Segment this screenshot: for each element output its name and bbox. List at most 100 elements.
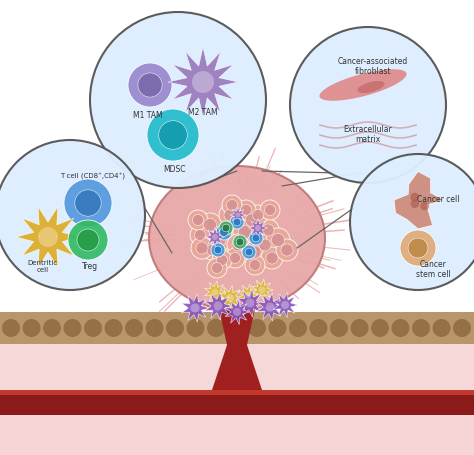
Circle shape (453, 319, 471, 337)
Circle shape (249, 246, 261, 258)
Circle shape (245, 292, 252, 298)
Circle shape (236, 212, 240, 217)
Polygon shape (182, 294, 210, 322)
Circle shape (207, 244, 218, 256)
Circle shape (249, 231, 263, 245)
Circle shape (211, 288, 219, 295)
Polygon shape (248, 218, 268, 238)
Circle shape (0, 140, 145, 290)
Polygon shape (205, 228, 225, 247)
Polygon shape (394, 172, 443, 229)
Circle shape (240, 204, 252, 216)
Circle shape (248, 205, 268, 225)
Circle shape (260, 200, 280, 220)
Circle shape (242, 245, 256, 259)
Circle shape (244, 241, 266, 263)
Circle shape (248, 319, 266, 337)
Circle shape (432, 319, 450, 337)
Circle shape (255, 225, 261, 231)
Circle shape (213, 302, 222, 310)
Circle shape (222, 195, 242, 215)
Circle shape (238, 225, 252, 238)
Bar (0, 312, 474, 344)
Text: Treg: Treg (82, 262, 98, 271)
Circle shape (236, 200, 256, 220)
Polygon shape (237, 284, 259, 306)
Circle shape (166, 319, 184, 337)
Circle shape (257, 219, 279, 241)
Bar (0, 415, 474, 455)
Circle shape (214, 234, 226, 246)
Circle shape (212, 250, 232, 270)
Circle shape (219, 228, 228, 237)
Circle shape (147, 109, 199, 161)
Circle shape (90, 12, 266, 188)
Circle shape (211, 243, 225, 257)
Circle shape (350, 319, 368, 337)
Circle shape (410, 193, 419, 202)
Circle shape (212, 234, 218, 240)
Text: Dentritic
cell: Dentritic cell (28, 260, 58, 273)
Circle shape (192, 214, 203, 226)
Circle shape (330, 319, 348, 337)
Circle shape (75, 190, 101, 216)
Circle shape (400, 230, 436, 266)
Circle shape (408, 238, 428, 258)
Circle shape (281, 301, 289, 309)
Circle shape (261, 247, 283, 269)
Circle shape (272, 233, 284, 247)
Circle shape (2, 319, 20, 337)
Circle shape (227, 234, 249, 256)
Polygon shape (252, 279, 273, 301)
Circle shape (38, 227, 58, 247)
Circle shape (64, 179, 112, 227)
Circle shape (198, 213, 222, 237)
Circle shape (258, 287, 265, 293)
Circle shape (224, 209, 236, 221)
Polygon shape (204, 281, 226, 303)
Circle shape (264, 204, 275, 216)
Circle shape (240, 208, 264, 232)
Polygon shape (212, 300, 262, 390)
Text: M1 TAM: M1 TAM (133, 111, 163, 120)
Circle shape (233, 218, 241, 226)
Circle shape (196, 242, 208, 254)
Circle shape (281, 244, 293, 256)
Circle shape (222, 224, 230, 232)
Ellipse shape (319, 69, 407, 101)
Circle shape (186, 319, 204, 337)
Polygon shape (256, 293, 284, 321)
Circle shape (268, 319, 286, 337)
Circle shape (211, 263, 222, 273)
Circle shape (219, 204, 241, 226)
Circle shape (254, 234, 276, 256)
Polygon shape (273, 293, 298, 318)
Circle shape (233, 308, 241, 316)
Circle shape (128, 63, 172, 107)
Circle shape (190, 225, 210, 245)
Circle shape (226, 294, 234, 302)
Circle shape (233, 235, 247, 249)
Text: Extracellular
matrix: Extracellular matrix (344, 125, 392, 144)
Circle shape (228, 319, 246, 337)
Polygon shape (225, 299, 250, 324)
Circle shape (43, 319, 61, 337)
Circle shape (412, 319, 430, 337)
Circle shape (246, 298, 255, 308)
Circle shape (410, 199, 419, 208)
Circle shape (68, 220, 108, 260)
Circle shape (214, 246, 222, 254)
Circle shape (249, 259, 261, 271)
Circle shape (138, 73, 162, 97)
Circle shape (191, 237, 213, 259)
Text: T cell (CD8⁺,CD4⁺): T cell (CD8⁺,CD4⁺) (61, 173, 126, 180)
Circle shape (289, 319, 307, 337)
Bar (0, 390, 474, 415)
Polygon shape (230, 207, 246, 223)
Text: Cancer-associated
fibroblast: Cancer-associated fibroblast (338, 57, 408, 76)
Circle shape (216, 224, 232, 240)
Circle shape (188, 210, 208, 230)
Circle shape (225, 248, 245, 268)
Circle shape (64, 319, 82, 337)
Circle shape (262, 224, 274, 236)
